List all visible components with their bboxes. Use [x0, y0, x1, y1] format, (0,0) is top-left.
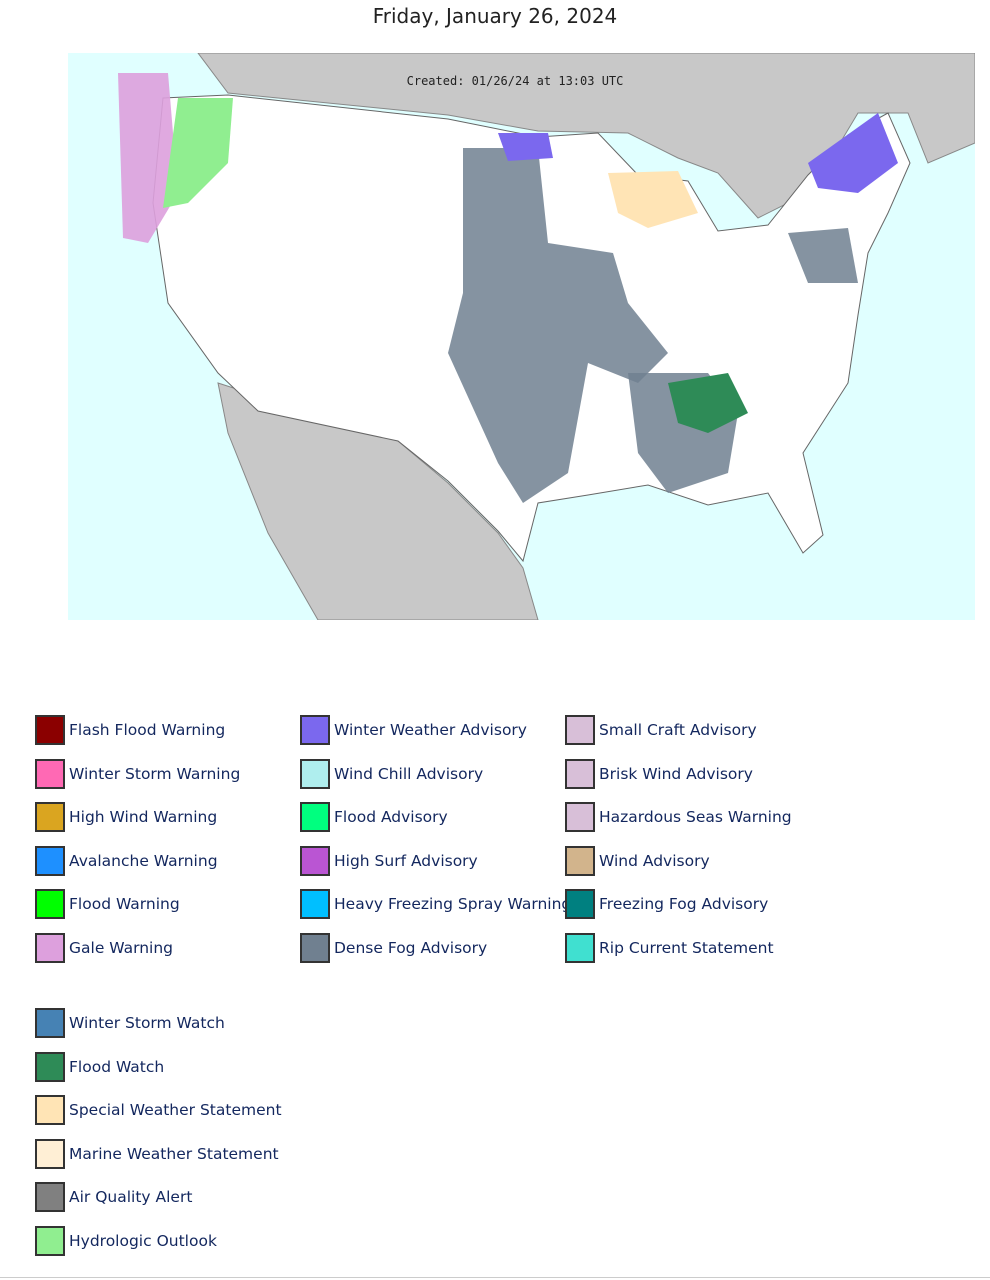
legend-item: Flood Advisory [300, 800, 448, 834]
legend-label: Dense Fog Advisory [334, 939, 488, 957]
legend-label: Winter Storm Watch [69, 1014, 225, 1032]
legend-swatch [35, 845, 65, 876]
hydro-region [163, 98, 233, 208]
legend-label: Marine Weather Statement [69, 1144, 279, 1163]
legend-item: High Wind Warning [35, 800, 217, 834]
legend-label: High Surf Advisory [334, 851, 478, 870]
legend-item: Hazardous Seas Warning [565, 800, 792, 834]
legend-swatch [35, 758, 65, 789]
winter-region [498, 133, 553, 161]
legend-swatch [35, 715, 65, 745]
legend-label: Winter Storm Warning [69, 764, 241, 783]
legend-item: Flood Watch [35, 1050, 164, 1084]
legend-swatch [35, 802, 65, 833]
legend-item: Marine Weather Statement [35, 1137, 279, 1171]
legend-item: Rip Current Statement [565, 931, 774, 965]
legend-label: Gale Warning [69, 939, 174, 957]
legend-swatch [35, 1182, 65, 1213]
fog-region [788, 228, 858, 283]
legend-label: Brisk Wind Advisory [599, 764, 753, 783]
alert-map: Created: 01/26/24 at 13:03 UTC [68, 53, 975, 620]
legend-item: Small Craft Advisory [565, 713, 757, 747]
legend-item: Wind Advisory [565, 844, 710, 878]
legend-label: Rip Current Statement [599, 939, 774, 957]
legend-label: Freezing Fog Advisory [599, 895, 769, 914]
legend-swatch [565, 845, 595, 876]
legend-swatch [35, 1051, 65, 1082]
legend-swatch [35, 889, 65, 920]
legend-swatch [300, 758, 330, 789]
legend-swatch [300, 715, 330, 745]
legend-swatch [300, 845, 330, 876]
legend-label: Small Craft Advisory [599, 721, 757, 739]
legend-label: Flash Flood Warning [69, 721, 226, 739]
legend-swatch [300, 802, 330, 833]
gale-region [118, 73, 178, 243]
legend-label: Winter Weather Advisory [334, 721, 527, 739]
legend-label: Flood Advisory [334, 808, 448, 827]
canada [197, 53, 975, 219]
legend-item: Flood Warning [35, 887, 180, 921]
legend-item: Winter Storm Warning [35, 757, 240, 791]
legend-label: High Wind Warning [69, 808, 218, 827]
legend-label: Hydrologic Outlook [69, 1232, 217, 1250]
legend-swatch [565, 933, 595, 963]
legend-label: Flood Watch [69, 1057, 165, 1076]
legend-swatch [35, 933, 65, 963]
legend-item: Wind Chill Advisory [300, 757, 483, 791]
legend-label: Wind Chill Advisory [334, 764, 484, 783]
mexico [217, 382, 539, 620]
flood-watch-region [668, 373, 748, 433]
legend-label: Special Weather Statement [69, 1101, 282, 1120]
winter-region [808, 113, 898, 193]
legend-item: Heavy Freezing Spray Warning [300, 887, 571, 921]
legend-item: Hydrologic Outlook [35, 1224, 217, 1258]
legend-swatch [35, 1226, 65, 1256]
legend-swatch [565, 802, 595, 833]
legend-swatch [35, 1095, 65, 1126]
created-stamp: Created: 01/26/24 at 13:03 UTC [407, 74, 624, 88]
fog-region [448, 148, 668, 503]
legend-item: High Surf Advisory [300, 844, 478, 878]
legend-item: Gale Warning [35, 931, 173, 965]
legend-label: Air Quality Alert [69, 1188, 193, 1207]
legend-label: Flood Warning [69, 895, 180, 914]
legend-swatch [565, 715, 595, 745]
legend-label: Wind Advisory [599, 851, 710, 870]
legend-label: Avalanche Warning [69, 851, 218, 870]
legend-swatch [300, 889, 330, 920]
legend-item: Flash Flood Warning [35, 713, 225, 747]
legend-item: Air Quality Alert [35, 1180, 192, 1214]
legend-item: Special Weather Statement [35, 1093, 282, 1127]
legend-item: Winter Weather Advisory [300, 713, 527, 747]
legend-swatch [565, 889, 595, 920]
divider [0, 1277, 990, 1278]
legend-swatch [35, 1138, 65, 1169]
legend-swatch [565, 758, 595, 789]
legend-swatch [35, 1008, 65, 1038]
legend-item: Avalanche Warning [35, 844, 218, 878]
page-title: Friday, January 26, 2024 [372, 4, 618, 28]
legend-swatch [300, 933, 330, 963]
legend-item: Winter Storm Watch [35, 1006, 225, 1040]
legend-item: Freezing Fog Advisory [565, 887, 768, 921]
sws-region [608, 171, 698, 228]
legend-label: Heavy Freezing Spray Warning [334, 895, 572, 914]
legend-item: Brisk Wind Advisory [565, 757, 753, 791]
legend-label: Hazardous Seas Warning [599, 808, 792, 827]
legend-item: Dense Fog Advisory [300, 931, 487, 965]
